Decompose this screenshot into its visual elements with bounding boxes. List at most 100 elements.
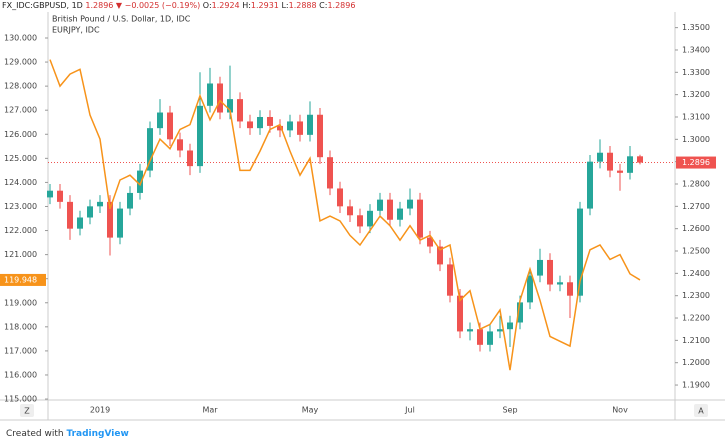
y-tick-label: 126.000 — [4, 130, 37, 139]
candle-body — [307, 114, 313, 135]
candle-body — [217, 83, 223, 113]
y2-tick-label: 1.2300 — [682, 291, 710, 300]
label: L: — [281, 1, 289, 10]
candle-body — [507, 322, 513, 330]
y2-tick-label: 1.3000 — [682, 135, 710, 144]
change: −0.0025 (−0.19%) — [124, 1, 201, 10]
line-last-badge — [0, 273, 46, 286]
candle-body — [377, 199, 383, 211]
auto-button[interactable] — [694, 404, 708, 417]
y2-tick-label: 1.2400 — [682, 269, 710, 278]
last: 1.2896 — [85, 1, 114, 10]
candle-body — [77, 217, 83, 229]
y2-tick-label: 1.2600 — [682, 224, 710, 233]
candle-body — [287, 121, 293, 131]
candle-body — [97, 201, 103, 207]
candle-body — [57, 190, 63, 202]
label: O: — [202, 1, 212, 10]
footer: Created with TradingView — [6, 429, 129, 439]
chart: British Pound / U.S. Dollar, 1D, IDC EUR… — [0, 12, 725, 421]
auto-button-label[interactable]: A — [698, 407, 704, 416]
x-tick-label: Nov — [612, 406, 628, 415]
high: 1.2931 — [250, 1, 279, 10]
y-tick-label: 116.000 — [4, 370, 37, 379]
candle-body — [617, 170, 623, 173]
candle-body — [327, 157, 333, 189]
candle-body — [267, 116, 273, 126]
last-price-badge — [676, 156, 716, 169]
candle-body — [567, 282, 573, 296]
candle-body — [167, 112, 173, 140]
candle-body — [227, 99, 233, 113]
candle-body — [637, 156, 643, 163]
y-tick-label: 121.000 — [4, 250, 37, 259]
candle-body — [47, 190, 53, 198]
candle-body — [447, 264, 453, 296]
y-tick-label: 129.000 — [4, 58, 37, 67]
brand[interactable]: TradingView — [66, 429, 129, 439]
line-series — [49, 59, 641, 371]
candle-body — [147, 128, 153, 171]
candle-body — [237, 99, 243, 122]
candle-body — [297, 121, 303, 135]
series-legend: British Pound / U.S. Dollar, 1D, IDC — [52, 15, 191, 24]
candle-body — [277, 125, 283, 131]
open: 1.2924 — [211, 1, 240, 10]
candle-body — [117, 208, 123, 238]
zoom-button-label[interactable]: Z — [24, 407, 30, 416]
close: 1.2896 — [327, 1, 356, 10]
y2-tick-label: 1.3200 — [682, 90, 710, 99]
y2-tick-label: 1.3300 — [682, 68, 710, 77]
candle-body — [477, 329, 483, 345]
y2-tick-label: 1.2700 — [682, 202, 710, 211]
y2-tick-label: 1.1900 — [682, 381, 710, 390]
candle-body — [207, 83, 213, 106]
x-tick-label: Sep — [502, 406, 517, 415]
candle-body — [607, 152, 613, 171]
y2-tick-label: 1.2000 — [682, 358, 710, 367]
arrow: ▼ — [115, 1, 123, 10]
candle-body — [527, 275, 533, 303]
candle-body — [497, 329, 503, 332]
y-tick-label: 117.000 — [4, 346, 37, 355]
candle-body — [587, 161, 593, 209]
candle-body — [197, 105, 203, 167]
candle-body — [127, 192, 133, 209]
candle-body — [397, 208, 403, 220]
low: 1.2888 — [288, 1, 317, 10]
footer-text: Created with — [6, 429, 64, 439]
y2-tick-label: 1.3400 — [682, 45, 710, 54]
zoom-button[interactable] — [20, 404, 34, 417]
candle-body — [517, 302, 523, 323]
y-tick-label: 130.000 — [4, 33, 37, 42]
y2-tick-label: 1.3500 — [682, 23, 710, 32]
candle-body — [257, 116, 263, 129]
candle-body — [387, 199, 393, 220]
y2-tick-label: 1.2500 — [682, 247, 710, 256]
y-tick-label: 119.000 — [4, 298, 37, 307]
candle-body — [407, 199, 413, 209]
y-tick-label: 127.000 — [4, 106, 37, 115]
candle-body — [437, 246, 443, 265]
candle-body — [537, 259, 543, 276]
candle-body — [427, 237, 433, 247]
candle-body — [187, 150, 193, 167]
candle-body — [157, 112, 163, 129]
series-legend: EURJPY, IDC — [52, 26, 100, 35]
x-tick-label: Mar — [202, 406, 218, 415]
y2-tick-label: 1.2200 — [682, 314, 710, 323]
candle-body — [487, 331, 493, 345]
candle-body — [367, 210, 373, 227]
candle-body — [457, 295, 463, 332]
candle-body — [417, 199, 423, 238]
line-last-label: 119.948 — [4, 275, 37, 284]
x-tick-label: Jul — [404, 406, 415, 415]
candle-body — [347, 206, 353, 216]
y2-tick-label: 1.2800 — [682, 179, 710, 188]
y-tick-label: 128.000 — [4, 82, 37, 91]
x-tick-label: May — [302, 406, 319, 415]
y-tick-label: 124.000 — [4, 178, 37, 187]
candle-body — [557, 282, 563, 285]
candle-body — [107, 201, 113, 238]
